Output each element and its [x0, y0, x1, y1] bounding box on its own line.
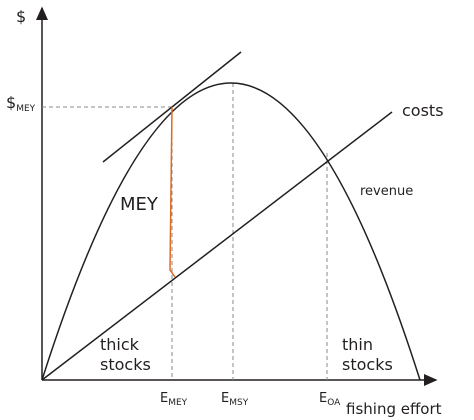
x-marker-sub: MEY [168, 398, 187, 408]
costs-line [41, 111, 393, 381]
thick-label: thick [100, 335, 140, 354]
x-marker-main: E [319, 391, 327, 406]
revenue-curve [41, 82, 421, 381]
thin-label: thin [342, 335, 373, 354]
thick-label: stocks [100, 355, 151, 374]
y-marker-sub: MEY [16, 104, 35, 114]
x-marker: EMEY [160, 391, 188, 408]
y-marker: $MEY [6, 93, 36, 114]
y-marker-main: $ [6, 93, 16, 112]
thin-label: stocks [342, 355, 393, 374]
x-marker-sub: MSY [229, 398, 248, 408]
x-axis-label: fishing effort [346, 400, 442, 418]
x-marker-main: E [160, 391, 168, 406]
x-marker-main: E [221, 391, 229, 406]
mey-gap [169, 106, 176, 278]
y-axis-label: $ [16, 7, 26, 26]
x-marker-sub: OA [327, 398, 341, 408]
mey-label: MEY [120, 194, 159, 215]
revenue-label: revenue [360, 184, 413, 199]
guides [42, 83, 328, 380]
costs-label: costs [402, 101, 444, 120]
x-marker: EMSY [221, 391, 249, 408]
x-marker: EOA [319, 391, 341, 408]
